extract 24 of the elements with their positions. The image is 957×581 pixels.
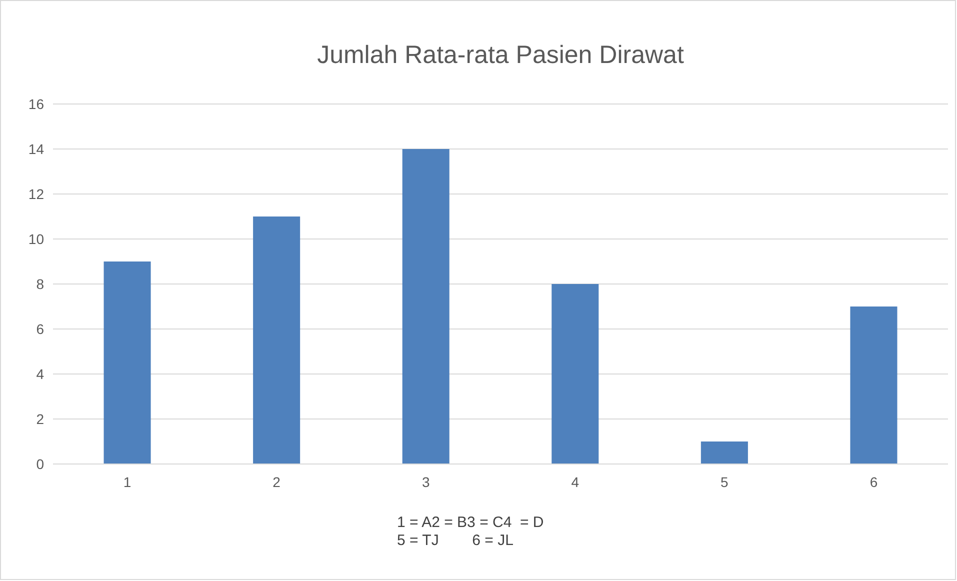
y-tick-label: 12 (28, 186, 44, 202)
y-tick-label: 14 (28, 140, 44, 157)
x-tick-label: 1 (123, 474, 132, 490)
x-tick-label: 5 (720, 474, 729, 490)
y-tick-label: 0 (36, 456, 44, 472)
y-tick-label: 6 (36, 320, 44, 337)
bar (700, 442, 748, 464)
bar (253, 216, 300, 464)
x-tick-label: 3 (422, 474, 430, 490)
y-tick-label: 10 (28, 230, 44, 247)
bar (552, 284, 599, 464)
x-tick-label: 4 (571, 474, 580, 490)
chart-title: Jumlah Rata-rata Pasien Dirawat (317, 41, 684, 69)
y-tick-label: 2 (36, 410, 44, 427)
text: 5 = TJ 6 = JL (397, 532, 514, 549)
bar (850, 306, 898, 464)
text: 1 = A2 = B3 = C4 = D (397, 514, 544, 531)
y-tick-label: 16 (28, 96, 44, 112)
x-tick-label: 2 (272, 474, 281, 490)
y-tick-label: 4 (36, 366, 44, 382)
bar (104, 262, 151, 464)
x-tick-label: 6 (870, 474, 878, 490)
y-tick-label: 8 (36, 276, 44, 292)
bar (402, 149, 450, 464)
